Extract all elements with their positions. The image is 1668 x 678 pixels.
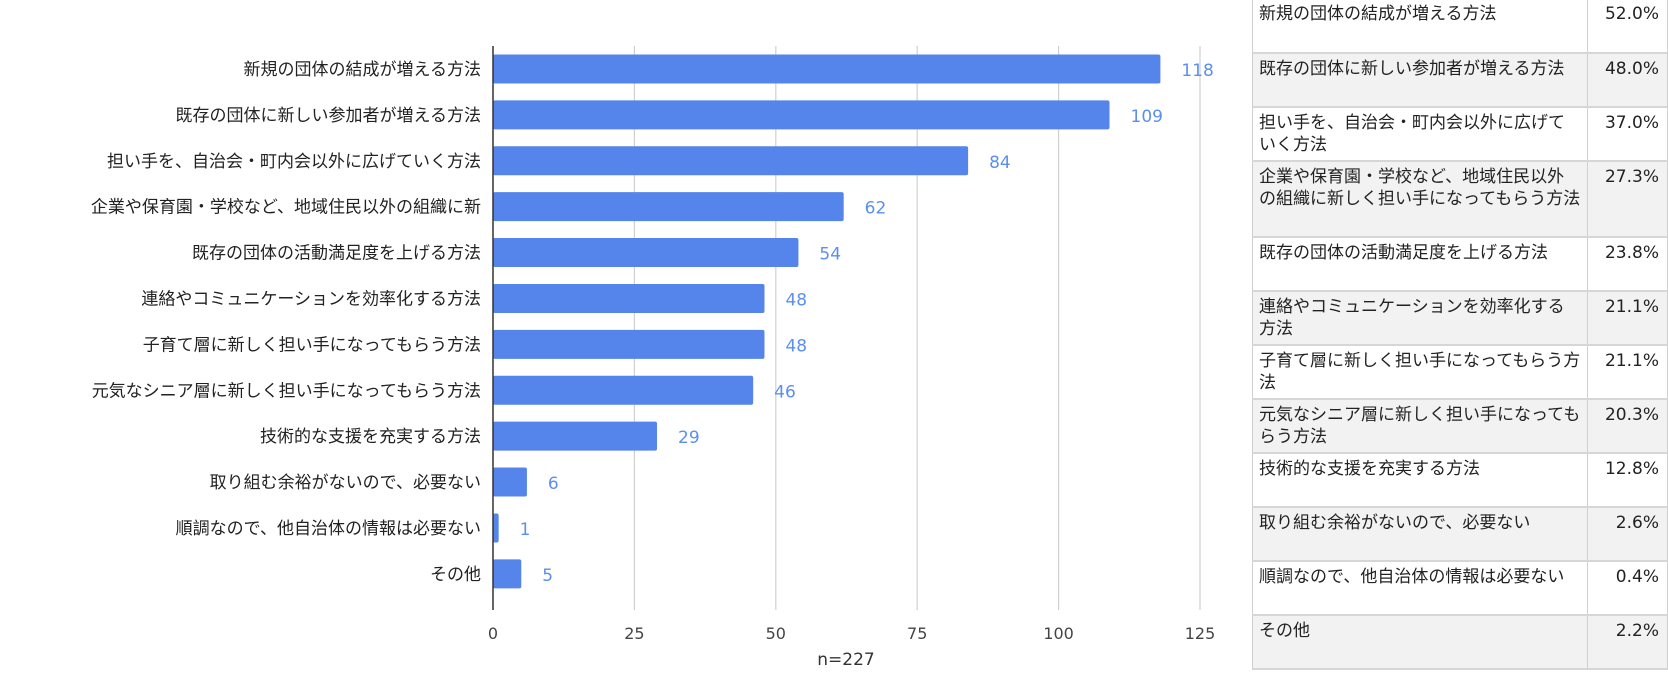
- bar: [493, 421, 658, 451]
- table-row: 連絡やコミュニケーションを効率化する方法 21.1%: [1252, 291, 1668, 346]
- x-tick-label: 0: [488, 624, 498, 643]
- x-tick-label: 100: [1043, 624, 1074, 643]
- data-label: 6: [548, 474, 559, 494]
- table-cell-percent: 21.1%: [1587, 291, 1668, 346]
- table-cell-label: 既存の団体に新しい参加者が増える方法: [1252, 53, 1588, 108]
- x-tick-label: 50: [766, 624, 786, 643]
- table-cell-percent: 37.0%: [1587, 107, 1668, 162]
- category-label: 既存の団体の活動満足度を上げる方法: [192, 244, 481, 264]
- data-label: 62: [865, 199, 887, 219]
- percentage-table: 新規の団体の結成が増える方法 52.0% 既存の団体に新しい参加者が増える方法 48.…: [1252, 0, 1668, 670]
- data-label: 1: [520, 520, 531, 540]
- bar: [493, 238, 799, 268]
- data-label: 118: [1181, 61, 1213, 81]
- table-row: 取り組む余裕がないので、必要ない 2.6%: [1252, 507, 1668, 562]
- data-label: 46: [774, 382, 796, 402]
- bar: [493, 513, 499, 543]
- table-cell-percent: 20.3%: [1587, 399, 1668, 454]
- bar: [493, 100, 1110, 130]
- bar: [493, 146, 969, 176]
- table-cell-percent: 48.0%: [1587, 53, 1668, 108]
- data-label: 84: [989, 153, 1011, 173]
- table-cell-percent: 27.3%: [1587, 161, 1668, 238]
- table-row: 企業や保育園・学校など、地域住民以外の組織に新しく担い手になってもらう方法 27.…: [1252, 161, 1668, 238]
- table-row: 既存の団体に新しい参加者が増える方法 48.0%: [1252, 53, 1668, 108]
- percentage-table-body: 新規の団体の結成が増える方法 52.0% 既存の団体に新しい参加者が増える方法 48.…: [1252, 0, 1668, 670]
- table-cell-label: 技術的な支援を充実する方法: [1252, 453, 1588, 508]
- chart-svg: 0 25 50 75 100 125 新規の団体の結成が増える方法 118 既存の団体に新しい参…: [91, 46, 1216, 670]
- data-label: 29: [678, 428, 700, 448]
- bar: [493, 54, 1161, 84]
- x-tick-label: 75: [907, 624, 927, 643]
- table-cell-label: 新規の団体の結成が増える方法: [1252, 0, 1588, 54]
- category-label: その他: [430, 565, 481, 585]
- data-label: 5: [542, 566, 553, 586]
- bar: [493, 559, 522, 589]
- table-cell-label: 担い手を、自治会・町内会以外に広げていく方法: [1252, 107, 1588, 162]
- table-cell-label: 既存の団体の活動満足度を上げる方法: [1252, 237, 1588, 292]
- bar: [493, 375, 754, 405]
- category-label: 取り組む余裕がないので、必要ない: [210, 473, 481, 493]
- category-label: 子育て層に新しく担い手になってもらう方法: [143, 335, 481, 355]
- table-cell-percent: 12.8%: [1587, 453, 1668, 508]
- table-cell-percent: 21.1%: [1587, 345, 1668, 400]
- bar: [493, 329, 765, 359]
- x-tick-label: 125: [1185, 624, 1216, 643]
- bar: [493, 283, 765, 313]
- table-cell-percent: 2.2%: [1587, 615, 1668, 670]
- table-cell-label: 順調なので、他自治体の情報は必要ない: [1252, 561, 1588, 616]
- data-label: 48: [785, 336, 807, 356]
- table-cell-percent: 52.0%: [1587, 0, 1668, 54]
- table-row: 順調なので、他自治体の情報は必要ない 0.4%: [1252, 561, 1668, 616]
- data-label: 109: [1131, 107, 1163, 127]
- table-cell-label: 企業や保育園・学校など、地域住民以外の組織に新しく担い手になってもらう方法: [1252, 161, 1588, 238]
- table-row: 既存の団体の活動満足度を上げる方法 23.8%: [1252, 237, 1668, 292]
- category-label: 連絡やコミュニケーションを効率化する方法: [141, 289, 481, 309]
- category-label: 担い手を、自治会・町内会以外に広げていく方法: [107, 152, 481, 172]
- bar-chart: 0 25 50 75 100 125 新規の団体の結成が増える方法 118 既存の団体に新しい参…: [91, 46, 1216, 670]
- category-label: 既存の団体に新しい参加者が増える方法: [176, 106, 482, 126]
- table-row: 子育て層に新しく担い手になってもらう方法 21.1%: [1252, 345, 1668, 400]
- category-label: 技術的な支援を充実する方法: [260, 427, 481, 447]
- category-label: 新規の団体の結成が増える方法: [244, 60, 482, 80]
- table-row: 元気なシニア層に新しく担い手になってもらう方法 20.3%: [1252, 399, 1668, 454]
- data-label: 54: [819, 245, 841, 265]
- table-cell-label: 取り組む余裕がないので、必要ない: [1252, 507, 1588, 562]
- table-cell-percent: 2.6%: [1587, 507, 1668, 562]
- bar: [493, 192, 844, 222]
- sample-size-note: n=227: [817, 650, 874, 670]
- table-cell-label: 連絡やコミュニケーションを効率化する方法: [1252, 291, 1588, 346]
- category-label: 企業や保育園・学校など、地域住民以外の組織に新: [91, 198, 481, 218]
- table-row: その他 2.2%: [1252, 615, 1668, 670]
- x-tick-label: 25: [624, 624, 644, 643]
- category-label: 順調なので、他自治体の情報は必要ない: [176, 519, 481, 539]
- bar: [493, 467, 527, 497]
- table-cell-label: その他: [1252, 615, 1588, 670]
- category-label: 元気なシニア層に新しく担い手になってもらう方法: [92, 381, 481, 401]
- table-cell-percent: 0.4%: [1587, 561, 1668, 616]
- data-label: 48: [785, 290, 807, 310]
- table-cell-percent: 23.8%: [1587, 237, 1668, 292]
- table-row: 新規の団体の結成が増える方法 52.0%: [1252, 0, 1668, 54]
- table-cell-label: 元気なシニア層に新しく担い手になってもらう方法: [1252, 399, 1588, 454]
- table-row: 技術的な支援を充実する方法 12.8%: [1252, 453, 1668, 508]
- table-row: 担い手を、自治会・町内会以外に広げていく方法 37.0%: [1252, 107, 1668, 162]
- table-cell-label: 子育て層に新しく担い手になってもらう方法: [1252, 345, 1588, 400]
